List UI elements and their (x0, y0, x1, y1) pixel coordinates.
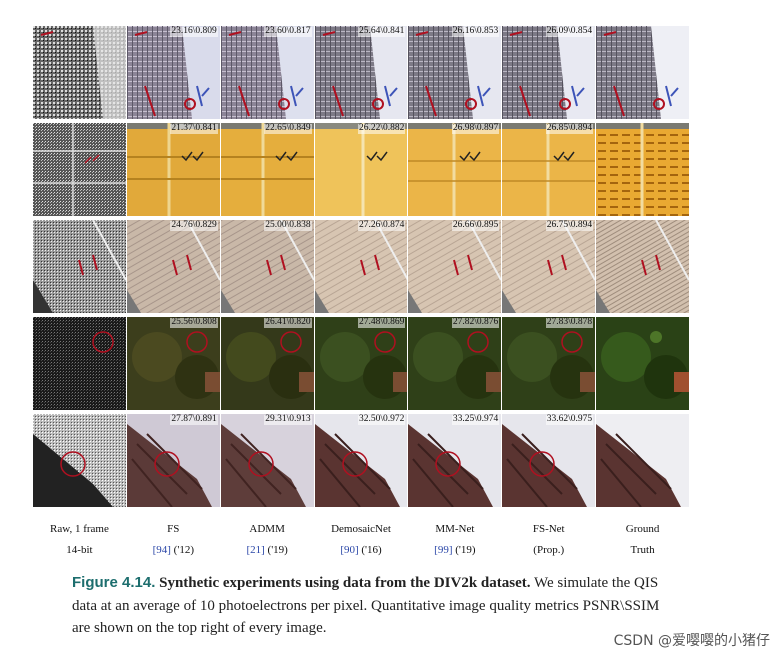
metric-label: 27.48\0.869 (358, 317, 406, 328)
row-roof: 24.76\0.829 25.00\0.838 27.26\0.874 26.6… (33, 220, 690, 313)
image-demosaicnet-roof: 27.26\0.874 (314, 220, 408, 313)
image-admm-bird-wing: 29.31\0.913 (220, 414, 314, 507)
image-raw-fabric (33, 26, 126, 119)
image-ground-truth-yellow-panel (596, 123, 690, 216)
image-raw-bird-wing (33, 414, 126, 507)
metric-label: 23.60\0.817 (264, 26, 312, 37)
image-raw-roof (33, 220, 126, 313)
image-demosaicnet-bird-wing: 32.50\0.972 (314, 414, 408, 507)
metric-label: 24.76\0.829 (170, 220, 218, 231)
metric-label: 26.22\0.882 (358, 123, 406, 134)
metric-label: 27.83\0.878 (545, 317, 594, 328)
column-label-fsnet: FS-Net (Prop.) (532, 523, 565, 556)
metric-label: 25.64\0.841 (358, 26, 406, 37)
image-fsnet-roof: 26.75\0.894 (502, 220, 596, 313)
metric-label: 21.37\0.841 (170, 123, 218, 134)
figure-grid: 23.16\0.809 23.60\0.817 25.64\0.841 26.1… (33, 26, 690, 511)
column-label-fs: FS [94] ('12) (152, 523, 194, 556)
metric-label: 32.50\0.972 (358, 414, 406, 425)
image-fs-fabric: 23.16\0.809 (126, 26, 220, 119)
image-mmnet-fabric: 26.16\0.853 (408, 26, 502, 119)
citation-link[interactable]: [21] (246, 544, 265, 556)
image-fsnet-bird-wing: 33.62\0.975 (502, 414, 596, 507)
metric-label: 29.31\0.913 (264, 414, 312, 425)
column-label-admm: ADMM [21] ('19) (246, 523, 288, 556)
figure-caption: Figure 4.14. Synthetic experiments using… (72, 572, 672, 640)
caption-body: We simulate the QIS data at an average o… (72, 575, 660, 636)
image-demosaicnet-yellow-panel: 26.22\0.882 (314, 123, 408, 216)
image-fsnet-fabric: 26.09\0.854 (502, 26, 596, 119)
image-demosaicnet-fabric: 25.64\0.841 (314, 26, 408, 119)
image-admm-yellow-panel: 22.65\0.849 (220, 123, 314, 216)
image-mmnet-tree: 27.82\0.876 (408, 317, 502, 410)
metric-label: 27.26\0.874 (358, 220, 406, 231)
citation-link[interactable]: [94] (152, 544, 171, 556)
metric-label: 26.85\0.894 (545, 123, 594, 134)
citation-link[interactable]: [99] (434, 544, 453, 556)
citation-link[interactable]: [90] (340, 544, 359, 556)
image-fs-bird-wing: 27.87\0.891 (126, 414, 220, 507)
image-fsnet-yellow-panel: 26.85\0.894 (502, 123, 596, 216)
metric-label: 33.25\0.974 (451, 414, 500, 425)
image-mmnet-roof: 26.66\0.895 (408, 220, 502, 313)
image-fsnet-tree: 27.83\0.878 (502, 317, 596, 410)
column-label-mmnet: MM-Net [99] ('19) (434, 523, 476, 556)
metric-label: 33.62\0.975 (545, 414, 594, 425)
image-mmnet-yellow-panel: 26.98\0.897 (408, 123, 502, 216)
metric-label: 27.82\0.876 (451, 317, 500, 328)
row-bird-wing: 27.87\0.891 29.31\0.913 32.50\0.972 33.2… (33, 414, 690, 507)
image-ground-truth-fabric (596, 26, 690, 119)
image-fs-yellow-panel: 21.37\0.841 (126, 123, 220, 216)
image-ground-truth-roof (596, 220, 690, 313)
column-label-raw: Raw, 1 frame 14-bit (50, 523, 109, 556)
metric-label: 25.00\0.838 (264, 220, 312, 231)
metric-label: 26.09\0.854 (545, 26, 594, 37)
image-ground-truth-tree (596, 317, 690, 410)
caption-label: Figure 4.14. (72, 574, 156, 591)
caption-title: Synthetic experiments using data from th… (159, 575, 531, 591)
image-mmnet-bird-wing: 33.25\0.974 (408, 414, 502, 507)
metric-label: 26.98\0.897 (451, 123, 500, 134)
image-admm-roof: 25.00\0.838 (220, 220, 314, 313)
metric-label: 23.16\0.809 (170, 26, 218, 37)
row-tree: 25.56\0.808 26.41\0.820 27.48\0.869 27.8… (33, 317, 690, 410)
image-ground-truth-bird-wing (596, 414, 690, 507)
image-raw-yellow-panel (33, 123, 126, 216)
image-fs-tree: 25.56\0.808 (126, 317, 220, 410)
row-yellow-panel: 21.37\0.841 22.65\0.849 26.22\0.882 26.9… (33, 123, 690, 216)
watermark: CSDN @爱嘤嘤的小猪仔 (613, 633, 770, 649)
image-admm-fabric: 23.60\0.817 (220, 26, 314, 119)
metric-label: 26.75\0.894 (545, 220, 594, 231)
image-raw-tree (33, 317, 126, 410)
column-label-demosaicnet: DemosaicNet [90] ('16) (331, 523, 391, 556)
column-label-ground-truth: Ground Truth (625, 523, 660, 556)
row-fabric: 23.16\0.809 23.60\0.817 25.64\0.841 26.1… (33, 26, 690, 119)
metric-label: 26.66\0.895 (451, 220, 500, 231)
metric-label: 26.16\0.853 (451, 26, 500, 37)
image-fs-roof: 24.76\0.829 (126, 220, 220, 313)
metric-label: 25.56\0.808 (170, 317, 218, 328)
image-demosaicnet-tree: 27.48\0.869 (314, 317, 408, 410)
image-admm-tree: 26.41\0.820 (220, 317, 314, 410)
column-labels: Raw, 1 frame 14-bit FS [94] ('12) ADMM [21]… (33, 519, 689, 561)
metric-label: 22.65\0.849 (264, 123, 312, 134)
metric-label: 26.41\0.820 (264, 317, 312, 328)
metric-label: 27.87\0.891 (170, 414, 218, 425)
